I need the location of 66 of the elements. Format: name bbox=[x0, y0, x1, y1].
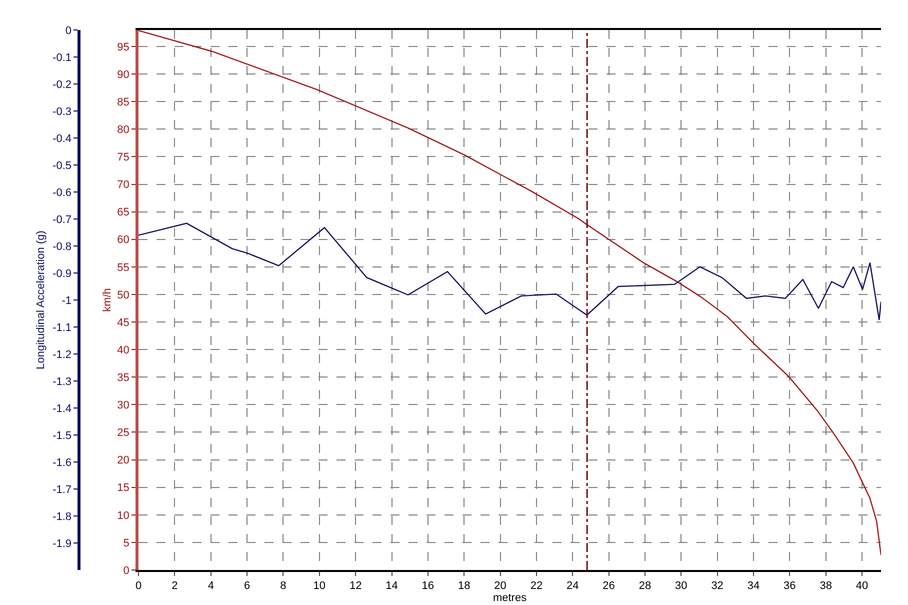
x-tick-label: 10 bbox=[313, 580, 326, 592]
x-tick-label: 20 bbox=[494, 580, 506, 592]
y-tick-label: 5 bbox=[123, 537, 130, 550]
x-tick-label: 6 bbox=[244, 580, 250, 592]
y-tick-label: 75 bbox=[117, 152, 130, 164]
y-tick-label: 35 bbox=[117, 372, 130, 384]
y2-tick-label: -1.2 bbox=[52, 348, 72, 361]
x-axis-title: metres bbox=[492, 592, 528, 604]
x-tick-label: 18 bbox=[458, 580, 470, 592]
line-series bbox=[138, 222, 881, 321]
x-tick-label: 0 bbox=[135, 580, 142, 592]
x-tick-label: 2 bbox=[172, 580, 178, 592]
y2-tick-label: -1.5 bbox=[52, 430, 72, 442]
x-tick-label: 40 bbox=[856, 580, 868, 592]
y-tick-label: 15 bbox=[117, 482, 130, 494]
y2-tick-label: -1.6 bbox=[52, 456, 72, 469]
y2-tick-label: -1.9 bbox=[52, 538, 72, 550]
y2-tick-label: -1.4 bbox=[52, 402, 72, 415]
x-tick-label: 36 bbox=[784, 580, 796, 592]
y-tick-label: 80 bbox=[117, 124, 130, 136]
y-tick-label: 85 bbox=[117, 96, 130, 108]
y-tick-label: 95 bbox=[117, 41, 130, 54]
y2-tick-label: -0.5 bbox=[52, 160, 72, 172]
y-tick-label: 45 bbox=[117, 316, 130, 329]
x-tick-label: 4 bbox=[208, 580, 214, 592]
y-tick-label: 40 bbox=[117, 344, 130, 356]
y2-tick-label: -1.1 bbox=[52, 322, 72, 334]
x-tick-label: 22 bbox=[530, 580, 543, 592]
y2-tick-label: -0.3 bbox=[52, 106, 72, 118]
x-tick-label: 28 bbox=[638, 580, 652, 592]
y2-tick-label: -1.7 bbox=[52, 484, 72, 496]
y2-tick-label: -0.8 bbox=[52, 240, 72, 253]
y-tick-label: 55 bbox=[117, 262, 130, 274]
x-tick-label: 38 bbox=[820, 580, 832, 592]
y-tick-label: 70 bbox=[117, 179, 130, 192]
y2-tick-label: 0 bbox=[65, 24, 72, 37]
x-tick-label: 14 bbox=[386, 580, 398, 592]
y2-axis-title: Longitudinal Acceleration (g) bbox=[35, 230, 48, 370]
x-tick-label: 26 bbox=[602, 580, 615, 592]
x-tick-label: 34 bbox=[747, 580, 760, 592]
y-tick-label: 65 bbox=[117, 206, 130, 219]
x-tick-label: 32 bbox=[711, 580, 724, 592]
y2-tick-label: -0.7 bbox=[52, 214, 72, 226]
x-tick-label: 30 bbox=[675, 580, 688, 592]
y-tick-label: 20 bbox=[117, 454, 130, 467]
y-tick-label: 10 bbox=[117, 510, 130, 522]
y2-tick-label: -0.1 bbox=[52, 52, 72, 64]
y-tick-label: 30 bbox=[117, 400, 130, 412]
x-tick-label: 24 bbox=[566, 580, 579, 592]
y2-tick-label: -0.2 bbox=[52, 78, 72, 91]
y2-tick-label: -0.4 bbox=[52, 132, 72, 145]
x-tick-label: 8 bbox=[280, 580, 286, 592]
y-tick-label: 60 bbox=[117, 234, 130, 246]
y-tick-label: 0 bbox=[123, 564, 130, 577]
y-tick-label: 90 bbox=[117, 68, 130, 81]
y2-tick-label: -0.9 bbox=[52, 268, 72, 280]
y2-tick-label: -0.6 bbox=[52, 186, 72, 199]
x-tick-label: 12 bbox=[349, 580, 362, 592]
line-series bbox=[138, 30, 881, 556]
y-tick-label: 25 bbox=[117, 427, 130, 440]
y-tick-label: 50 bbox=[117, 289, 130, 302]
y-axis-title: km/h bbox=[102, 288, 114, 312]
y2-tick-label: -1.3 bbox=[52, 376, 72, 388]
y2-tick-label: -1 bbox=[62, 294, 72, 307]
x-tick-label: 16 bbox=[422, 580, 434, 592]
y2-tick-label: -1.8 bbox=[52, 510, 72, 523]
